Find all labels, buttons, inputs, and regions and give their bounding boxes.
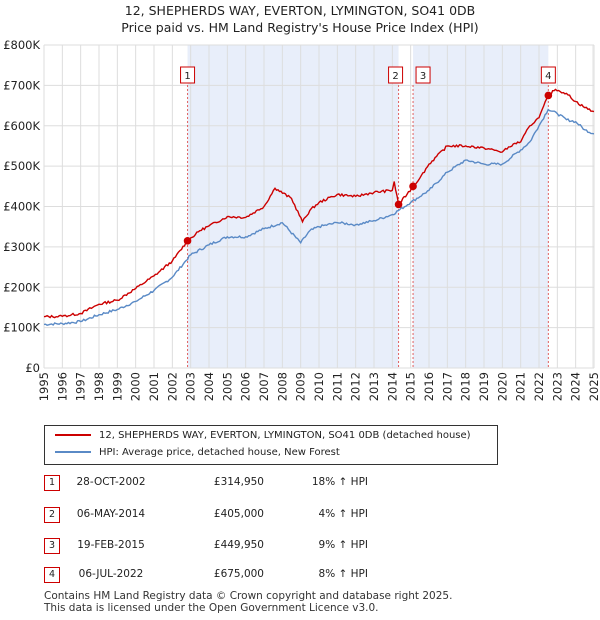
- x-tick-label: 2021: [514, 372, 528, 401]
- x-tick-label: 2010: [312, 372, 326, 401]
- sale-label: 2: [392, 71, 398, 82]
- hpi-series-line: [43, 108, 595, 326]
- chart-title-line1: 12, SHEPHERDS WAY, EVERTON, LYMINGTON, S…: [124, 3, 476, 18]
- x-tick-label: 2009: [294, 372, 308, 401]
- x-tick-label: 2013: [367, 372, 381, 401]
- transaction-hpi: 18% ↑ HPI: [311, 476, 368, 488]
- x-tick-label: 2004: [202, 372, 216, 401]
- x-tick-label: 2018: [459, 372, 473, 401]
- x-tick-label: 2025: [587, 372, 600, 401]
- sale-label: 3: [420, 71, 426, 82]
- x-tick-label: 2019: [477, 372, 491, 401]
- x-tick-label: 2016: [422, 372, 436, 401]
- transaction-number: 4: [44, 567, 60, 583]
- transaction-hpi: 9% ↑ HPI: [318, 539, 368, 551]
- transaction-date: 06-JUL-2022: [78, 568, 144, 580]
- y-tick-label: £0: [25, 361, 40, 375]
- x-tick-label: 1997: [74, 372, 88, 401]
- x-tick-label: 2006: [239, 372, 253, 401]
- transaction-price: £405,000: [213, 508, 264, 520]
- legend-label-property: 12, SHEPHERDS WAY, EVERTON, LYMINGTON, S…: [99, 430, 471, 441]
- sale-point: [183, 237, 192, 245]
- sale-label: 1: [184, 71, 190, 82]
- transaction-row: 2 06-MAY-2014 £405,000 4% ↑ HPI: [0, 507, 600, 525]
- x-tick-label: 2011: [330, 372, 344, 401]
- legend-item-property: 12, SHEPHERDS WAY, EVERTON, LYMINGTON, S…: [55, 429, 471, 443]
- x-tick-label: 2001: [147, 372, 161, 401]
- y-tick-label: £400K: [3, 200, 40, 214]
- y-tick-label: £100K: [3, 321, 40, 335]
- y-tick-label: £600K: [3, 119, 40, 133]
- x-tick-label: 1995: [37, 372, 51, 401]
- x-tick-label: 1998: [92, 372, 106, 401]
- x-tick-label: 2020: [495, 372, 509, 401]
- x-tick-label: 1996: [55, 372, 69, 401]
- transaction-row: 1 28-OCT-2002 £314,950 18% ↑ HPI: [0, 475, 600, 493]
- sale-label-box: [388, 66, 404, 84]
- sale-label-box: [180, 66, 196, 84]
- sale-label-box: [415, 66, 431, 84]
- x-tick-label: 2015: [404, 372, 418, 401]
- transaction-hpi: 8% ↑ HPI: [318, 568, 368, 580]
- x-tick-label: 2022: [532, 372, 546, 401]
- sale-point: [394, 200, 403, 209]
- transaction-date: 06-MAY-2014: [76, 508, 146, 520]
- price-chart: £0 £100K £200K £300K £400K £500K £600K £700K £80…: [3, 38, 600, 401]
- legend-label-hpi: HPI: Average price, detached house, New …: [99, 447, 340, 458]
- x-tick-label: 2000: [129, 372, 143, 401]
- transaction-price: £675,000: [213, 568, 264, 580]
- transaction-row: 3 19-FEB-2015 £449,950 9% ↑ HPI: [0, 538, 600, 556]
- x-tick-label: 2002: [165, 372, 179, 401]
- sale-point: [544, 91, 553, 100]
- transaction-number: 3: [44, 538, 60, 554]
- x-tick-label: 2014: [385, 372, 399, 401]
- legend-swatch-property: [55, 434, 91, 436]
- x-tick-label: 2007: [257, 372, 271, 401]
- y-tick-label: £200K: [3, 280, 40, 294]
- sale-point: [409, 182, 417, 191]
- sale-label: 4: [545, 71, 551, 82]
- y-tick-label: £500K: [3, 159, 40, 173]
- x-tick-label: 2003: [184, 372, 198, 401]
- transaction-price: £449,950: [213, 539, 264, 551]
- footer-licence: This data is licensed under the Open Gov…: [44, 602, 379, 614]
- transaction-price: £314,950: [213, 476, 264, 488]
- transaction-date: 28-OCT-2002: [76, 476, 146, 488]
- chart-title-line2: Price paid vs. HM Land Registry's House …: [121, 20, 479, 35]
- legend-swatch-hpi: [55, 451, 91, 453]
- transaction-number: 2: [44, 507, 60, 523]
- x-tick-label: 2012: [349, 372, 363, 401]
- x-tick-label: 2023: [550, 372, 564, 401]
- y-tick-label: £700K: [3, 78, 40, 92]
- x-tick-label: 2017: [440, 372, 454, 401]
- x-tick-label: 2024: [569, 372, 583, 401]
- transaction-number: 1: [44, 475, 60, 491]
- legend: 12, SHEPHERDS WAY, EVERTON, LYMINGTON, S…: [44, 425, 498, 465]
- x-tick-label: 2008: [275, 372, 289, 401]
- transaction-hpi: 4% ↑ HPI: [318, 508, 368, 520]
- transaction-row: 4 06-JUL-2022 £675,000 8% ↑ HPI: [0, 567, 600, 585]
- property-series-line: [43, 88, 595, 319]
- y-tick-label: £300K: [3, 240, 40, 254]
- x-tick-label: 2005: [220, 372, 234, 401]
- footer-copyright: Contains HM Land Registry data © Crown c…: [44, 590, 453, 602]
- y-tick-label: £800K: [3, 38, 40, 52]
- sale-label-box: [540, 66, 556, 84]
- legend-item-hpi: HPI: Average price, detached house, New …: [55, 446, 340, 460]
- transaction-date: 19-FEB-2015: [77, 539, 145, 551]
- x-tick-label: 1999: [110, 372, 124, 401]
- footer: Contains HM Land Registry data © Crown c…: [44, 590, 452, 614]
